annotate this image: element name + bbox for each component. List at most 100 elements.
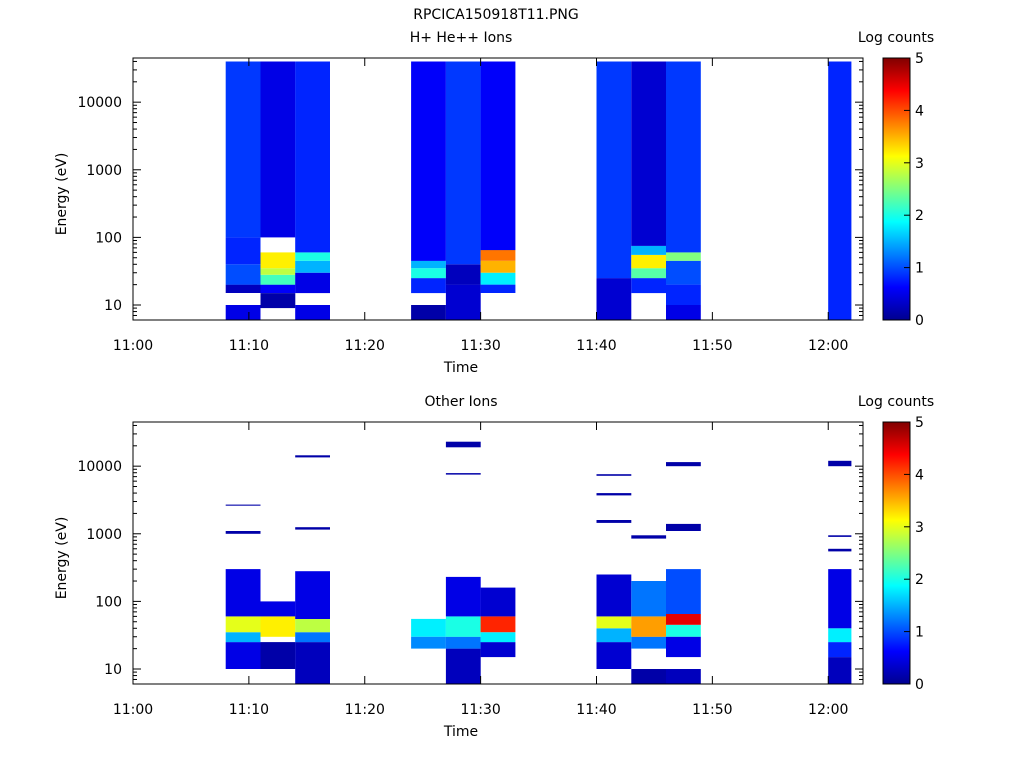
heatmap-cell: [666, 614, 701, 625]
heatmap-cell: [666, 260, 701, 285]
heatmap-cell: [666, 284, 701, 305]
heatmap-cell: [631, 61, 667, 246]
heatmap-cell: [225, 616, 261, 633]
heatmap-cell: [480, 587, 516, 617]
heatmap-cell: [445, 636, 481, 649]
heatmap-cell: [666, 669, 701, 684]
x-axis-label: Time: [443, 360, 478, 376]
heatmap-cell: [295, 632, 330, 643]
y-tick-label: 10000: [77, 95, 122, 111]
colorbar-gradient: [882, 57, 911, 321]
heatmap-cell: [260, 61, 296, 238]
heatmap-cell: [828, 642, 852, 658]
heatmap-cell: [828, 569, 852, 629]
heatmap-cell: [631, 278, 667, 294]
heatmap-cell: [445, 648, 481, 684]
heatmap-cell: [225, 642, 261, 669]
heatmap-cell: [295, 571, 330, 619]
y-tick-label: 10000: [77, 459, 122, 475]
heatmap-cell: [411, 618, 446, 637]
heatmap-cell: [596, 574, 632, 617]
colorbar-tick-label: 1: [915, 261, 924, 277]
heatmap-cell: [631, 581, 667, 617]
x-tick-label: 11:30: [460, 702, 500, 718]
heatmap-cell: [260, 616, 296, 637]
colorbar-gradient: [882, 421, 911, 685]
y-tick-label: 1000: [86, 527, 122, 543]
heatmap-cell: [480, 642, 516, 658]
heatmap-cell: [411, 636, 446, 649]
heatmap-cell: [631, 616, 667, 637]
heatmap-cell: [828, 657, 852, 684]
figure-title: RPCICA150918T11.PNG: [413, 7, 578, 23]
heatmap-cell: [631, 254, 667, 269]
heatmap-cell: [666, 305, 701, 320]
heatmap-cell: [411, 260, 446, 269]
heatmap-cell: [225, 504, 261, 506]
x-tick-label: 11:50: [692, 702, 732, 718]
heatmap-cell: [445, 61, 481, 265]
heatmap-cell: [666, 462, 701, 467]
heatmap-cell: [225, 264, 261, 285]
heatmap-cell: [480, 284, 516, 293]
heatmap-cell: [445, 441, 481, 448]
heatmap-cell: [445, 576, 481, 617]
x-tick-label: 12:00: [808, 338, 848, 354]
colorbar-tick-label: 4: [915, 467, 924, 483]
heatmap-cell: [225, 237, 261, 265]
heatmap-cell: [260, 293, 296, 309]
x-tick-label: 11:20: [345, 702, 385, 718]
heatmap-cell: [828, 535, 852, 537]
heatmap-cell: [260, 284, 296, 293]
heatmap-cell: [295, 455, 330, 458]
heatmap-cell: [596, 493, 632, 496]
heatmap-cell: [225, 632, 261, 643]
heatmap-cell: [480, 616, 516, 633]
heatmap-cell: [666, 569, 701, 614]
heatmap-cell: [828, 460, 852, 467]
panel-title: Other Ions: [424, 394, 497, 410]
colorbar-tick-label: 3: [915, 520, 924, 536]
heatmap-cell: [828, 61, 852, 320]
heatmap-cell: [225, 284, 261, 293]
heatmap-cell: [480, 272, 516, 285]
x-tick-label: 11:10: [229, 702, 269, 718]
heatmap-cell: [480, 260, 516, 273]
heatmap-cell: [260, 268, 296, 275]
y-tick-label: 1000: [86, 163, 122, 179]
x-tick-label: 12:00: [808, 702, 848, 718]
heatmap-cell: [828, 548, 852, 552]
heatmap-cell: [480, 61, 516, 251]
colorbar-tick-label: 3: [915, 156, 924, 172]
x-tick-label: 11:00: [113, 702, 153, 718]
heatmap-cell: [411, 278, 446, 294]
heatmap-cell: [666, 523, 701, 531]
heatmap-cell: [631, 268, 667, 279]
heatmap-cell: [666, 624, 701, 637]
heatmap-cell: [596, 474, 632, 476]
heatmap-cell: [295, 642, 330, 684]
x-axis-label: Time: [443, 724, 478, 740]
heatmap-cell: [295, 305, 330, 320]
heatmap-cell: [631, 535, 667, 539]
heatmap-cell: [411, 305, 446, 320]
heatmap-cell: [445, 616, 481, 637]
heatmap-cell: [295, 252, 330, 261]
heatmap-cell: [480, 632, 516, 643]
x-tick-label: 11:40: [576, 702, 616, 718]
colorbar-tick-label: 2: [915, 208, 924, 224]
colorbar-tick-label: 5: [915, 51, 924, 67]
heatmap-cell: [596, 520, 632, 523]
colorbar-tick-label: 5: [915, 415, 924, 431]
colorbar-tick-label: 4: [915, 103, 924, 119]
heatmap-cell: [596, 278, 632, 320]
colorbar: Log counts 0 1 2 3 4 5: [858, 30, 934, 329]
heatmap-cell: [445, 284, 481, 320]
y-tick-label: 10: [104, 662, 122, 678]
heatmap-cell: [260, 274, 296, 285]
heatmap-cell: [260, 252, 296, 269]
colorbar-tick-label: 0: [915, 677, 924, 693]
panel-h-he-ions: 11:00 11:10 11:20 11:30 11:40 11:50 12:0010100…: [54, 30, 934, 376]
heatmap-cell: [666, 61, 701, 253]
x-tick-label: 11:30: [460, 338, 500, 354]
